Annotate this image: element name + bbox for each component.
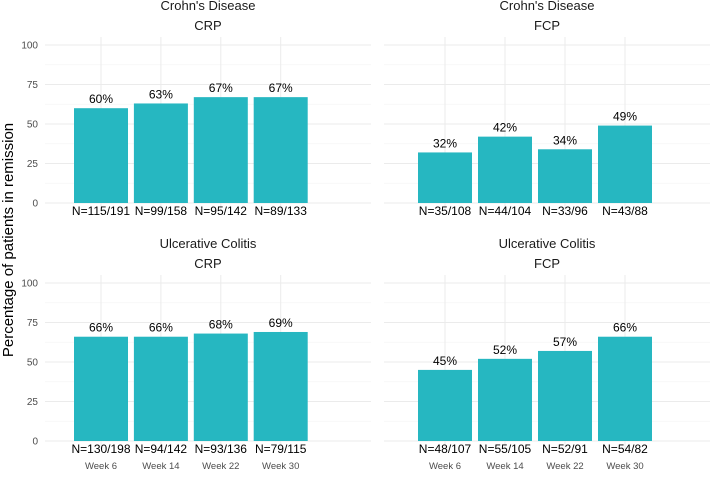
bar <box>74 108 128 203</box>
bar-n-label: N=79/115 <box>255 442 307 456</box>
bar-value-label: 60% <box>89 92 113 106</box>
bar-value-label: 66% <box>149 321 173 335</box>
y-tick-label: 100 <box>21 279 38 290</box>
bar-n-label: N=43/88 <box>602 204 648 218</box>
panel-marker-label: FCP <box>534 18 560 33</box>
x-tick-label: Week 22 <box>546 461 583 472</box>
bar <box>538 149 592 203</box>
bar <box>193 97 248 203</box>
panel-disease-label: Crohn's Disease <box>161 0 256 13</box>
bar-value-label: 42% <box>493 121 517 135</box>
bar <box>74 336 128 441</box>
y-tick-label: 75 <box>27 318 39 329</box>
panel-disease-label: Ulcerative Colitis <box>499 236 596 251</box>
x-tick-label: Week 22 <box>202 461 239 472</box>
y-tick-label: 25 <box>27 159 39 170</box>
bar-value-label: 49% <box>613 110 637 124</box>
y-tick-label: 50 <box>27 120 39 131</box>
bar-n-label: N=93/136 <box>195 442 248 456</box>
x-tick-label: Week 30 <box>262 461 299 472</box>
y-tick-label: 75 <box>27 80 39 91</box>
bar-n-label: N=130/198 <box>71 442 130 456</box>
panel-marker-label: FCP <box>534 256 560 271</box>
y-tick-label: 100 <box>21 41 38 52</box>
x-tick-label: Week 14 <box>142 461 179 472</box>
bar <box>538 350 592 441</box>
bar-n-label: N=35/108 <box>419 204 472 218</box>
bar <box>253 331 308 441</box>
bar <box>418 369 472 441</box>
bar <box>598 336 652 441</box>
x-tick-label: Week 6 <box>429 461 461 472</box>
bar-n-label: N=94/142 <box>135 442 188 456</box>
bar-n-label: N=89/133 <box>255 204 308 218</box>
y-axis-title: Percentage of patients in remission <box>0 123 17 357</box>
y-tick-label: 0 <box>32 199 38 210</box>
x-tick-label: Week 30 <box>606 461 643 472</box>
bar-n-label: N=33/96 <box>542 204 588 218</box>
x-tick-label: Week 14 <box>486 461 523 472</box>
bar-n-label: N=115/191 <box>72 204 130 218</box>
bar-value-label: 45% <box>433 354 457 368</box>
bar-value-label: 66% <box>613 321 637 335</box>
bar <box>133 336 188 441</box>
bar <box>133 103 188 203</box>
panel-marker-label: CRP <box>194 18 221 33</box>
bar-value-label: 57% <box>553 335 577 349</box>
bar-n-label: N=54/82 <box>602 442 648 456</box>
bar-value-label: 66% <box>89 321 113 335</box>
bar-n-label: N=52/91 <box>542 442 588 456</box>
bar-value-label: 63% <box>149 87 173 101</box>
bar-value-label: 32% <box>433 136 457 150</box>
bar-n-label: N=99/158 <box>135 204 188 218</box>
bar <box>193 333 248 441</box>
bar-n-label: N=48/107 <box>419 442 472 456</box>
bar-value-label: 68% <box>209 318 233 332</box>
y-tick-label: 25 <box>27 397 39 408</box>
bar-n-label: N=55/105 <box>479 442 532 456</box>
bar-n-label: N=95/142 <box>195 204 248 218</box>
bar-value-label: 69% <box>269 316 293 330</box>
bar-n-label: N=44/104 <box>479 204 532 218</box>
bar <box>418 152 472 203</box>
bar-value-label: 34% <box>553 133 577 147</box>
panel-disease-label: Ulcerative Colitis <box>160 236 257 251</box>
y-tick-label: 50 <box>27 358 39 369</box>
y-tick-label: 0 <box>32 437 38 448</box>
bar-value-label: 52% <box>493 343 517 357</box>
bar <box>478 136 532 203</box>
bar-value-label: 67% <box>269 81 293 95</box>
panel-disease-label: Crohn's Disease <box>500 0 595 13</box>
x-tick-label: Week 6 <box>85 461 117 472</box>
bar <box>598 125 652 203</box>
bar <box>253 97 308 203</box>
panel-marker-label: CRP <box>194 256 221 271</box>
bar <box>478 358 532 441</box>
bar-value-label: 67% <box>209 81 233 95</box>
